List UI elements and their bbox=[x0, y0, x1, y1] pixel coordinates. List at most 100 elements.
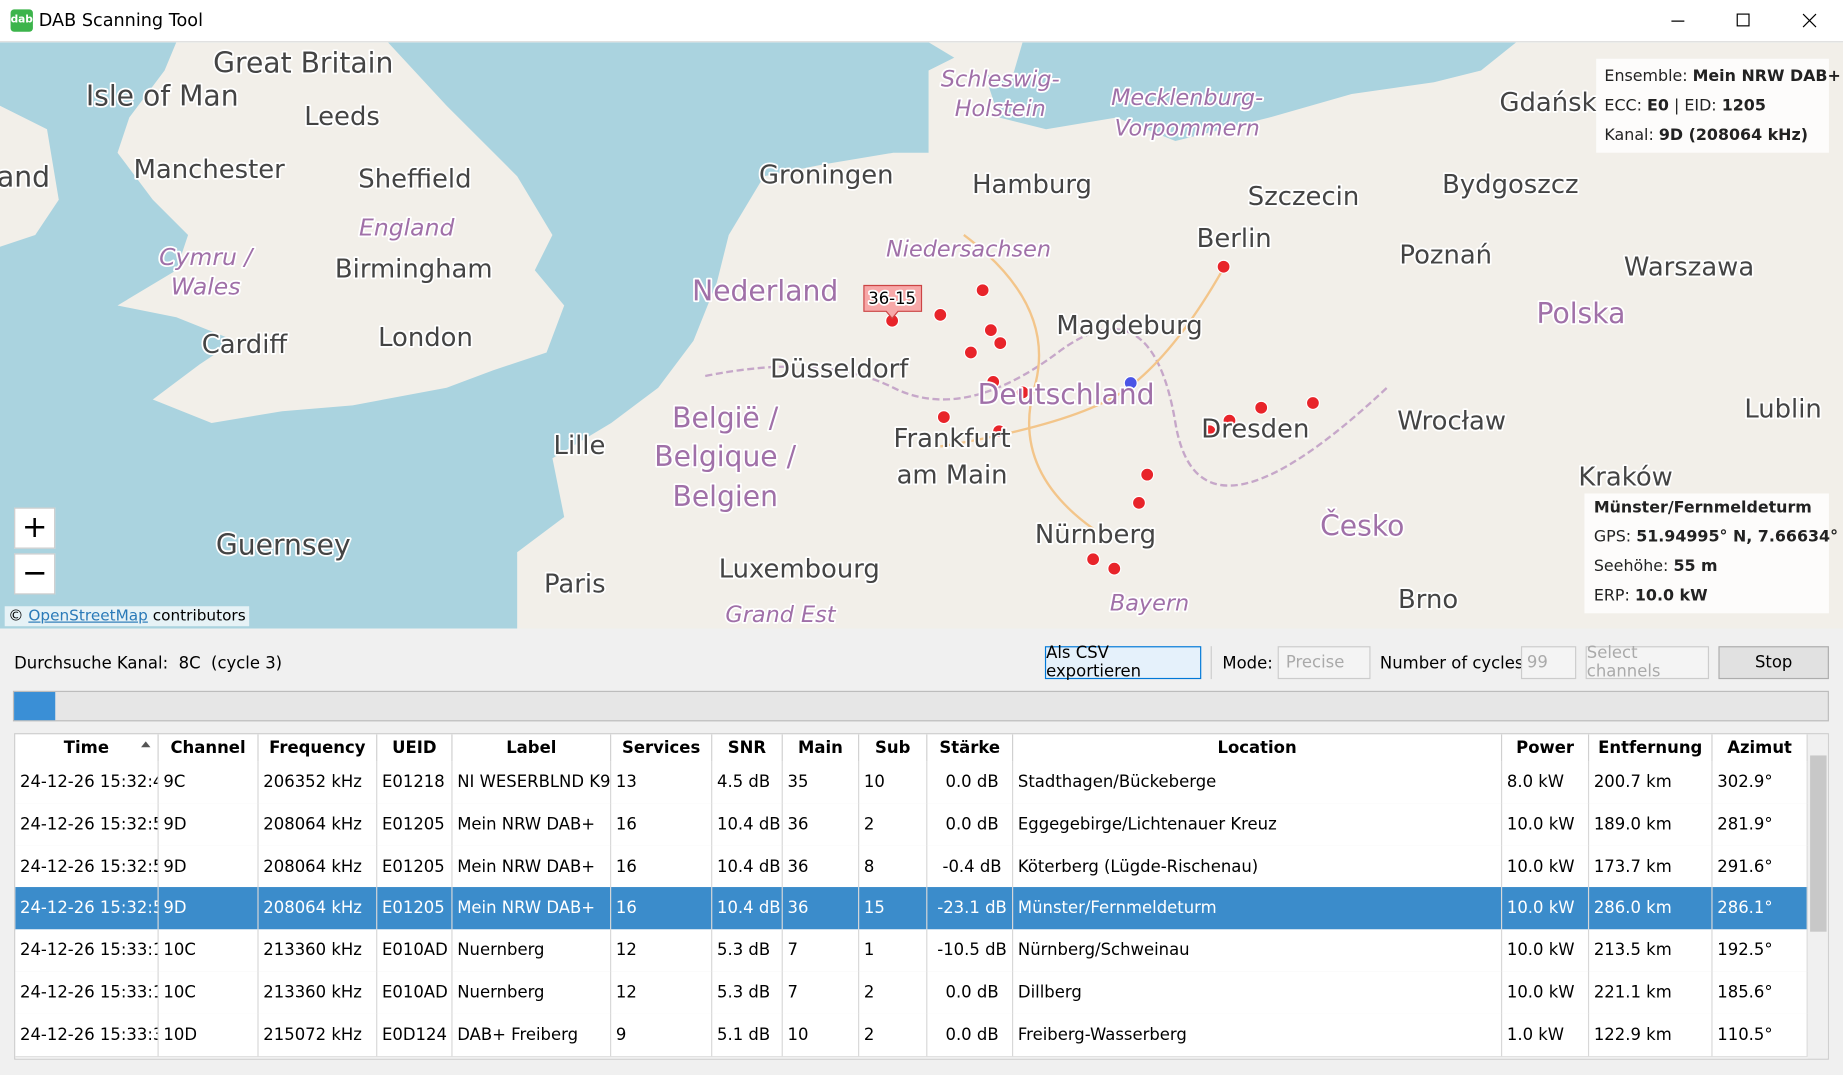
column-header[interactable]: SNR bbox=[712, 734, 783, 762]
map-label: Manchester bbox=[134, 155, 286, 185]
transmitter-dot[interactable] bbox=[984, 324, 997, 337]
transmitter-dot[interactable] bbox=[964, 346, 977, 359]
column-header[interactable]: UEID bbox=[377, 734, 452, 762]
table-cell: NI WESERBLND K9C bbox=[453, 761, 612, 803]
transmitter-dot[interactable] bbox=[1108, 562, 1121, 575]
table-cell: 2 bbox=[859, 972, 927, 1014]
map-label: Magdeburg bbox=[1056, 311, 1202, 341]
table-cell: E01205 bbox=[377, 845, 452, 887]
transmitter-dot[interactable] bbox=[1255, 401, 1268, 414]
table-cell: 10C bbox=[159, 972, 259, 1014]
close[interactable] bbox=[1803, 14, 1816, 27]
table-cell: 24-12-26 15:33:19 bbox=[15, 930, 158, 972]
value: 10.0 kW bbox=[1635, 586, 1708, 605]
attribution: © OpenStreetMap contributors bbox=[5, 606, 250, 626]
transmitter-dot[interactable] bbox=[976, 284, 989, 297]
table-cell: 9D bbox=[159, 888, 259, 930]
table-cell: Mein NRW DAB+ bbox=[453, 845, 612, 887]
column-header[interactable]: Azimut bbox=[1713, 734, 1808, 762]
table-cell: 10D bbox=[159, 1014, 259, 1056]
map-label: Isle of Man bbox=[86, 80, 239, 113]
map-label: Cymru / bbox=[159, 243, 255, 271]
transmitter-dot[interactable] bbox=[1141, 468, 1154, 481]
table-cell: 12 bbox=[611, 972, 712, 1014]
map-label: Hamburg bbox=[972, 170, 1092, 200]
table-cell: 10.4 dB bbox=[712, 803, 783, 845]
map-label: Česko bbox=[1320, 509, 1404, 543]
table-cell: 2 bbox=[859, 803, 927, 845]
window-controls[interactable] bbox=[1646, 0, 1843, 41]
table-cell: 10.0 kW bbox=[1502, 930, 1589, 972]
transmitter-dot[interactable] bbox=[994, 337, 1007, 350]
map-label: Mecklenburg- bbox=[1111, 85, 1263, 111]
table-cell: 9 bbox=[611, 1014, 712, 1056]
transmitter-dot[interactable] bbox=[937, 411, 950, 424]
attribution-prefix: © bbox=[8, 607, 23, 625]
table-cell: 10 bbox=[783, 1014, 859, 1056]
column-header[interactable]: Time bbox=[15, 734, 158, 762]
maximize[interactable] bbox=[1737, 14, 1749, 26]
column-header[interactable]: Power bbox=[1502, 734, 1589, 762]
results-table: TimeChannelFrequencyUEIDLabelServicesSNR… bbox=[14, 733, 1829, 1060]
map-label: Belgien bbox=[672, 480, 777, 513]
column-header[interactable]: Frequency bbox=[259, 734, 378, 762]
map-label: Schleswig- bbox=[941, 66, 1060, 92]
column-header[interactable]: Stärke bbox=[927, 734, 1013, 762]
table-cell: 16 bbox=[611, 845, 712, 887]
progress-chunk bbox=[14, 692, 55, 720]
table-cell: 185.6° bbox=[1713, 972, 1808, 1014]
column-header[interactable]: Channel bbox=[159, 734, 259, 762]
table-cell: 7 bbox=[783, 972, 859, 1014]
title-bar: dab DAB Scanning Tool bbox=[0, 0, 1843, 42]
table-cell: Nuernberg bbox=[453, 930, 612, 972]
table-cell: 189.0 km bbox=[1589, 803, 1712, 845]
table-cell: 10.4 dB bbox=[712, 845, 783, 887]
table-cell: 15 bbox=[859, 888, 927, 930]
table-cell: 208064 kHz bbox=[259, 845, 378, 887]
column-header[interactable]: Entfernung bbox=[1589, 734, 1712, 762]
label: GPS: bbox=[1594, 528, 1631, 547]
column-header[interactable]: Location bbox=[1013, 734, 1502, 762]
table-cell: 10C bbox=[159, 930, 259, 972]
map[interactable]: Great BritainIsle of ManLeedsManchesterS… bbox=[0, 42, 1843, 628]
table-cell: 9C bbox=[159, 761, 259, 803]
transmitter-dot[interactable] bbox=[934, 308, 947, 321]
attribution-link[interactable]: OpenStreetMap bbox=[28, 607, 148, 625]
erp-line: ERP: 10.0 kW bbox=[1594, 582, 1820, 611]
value: 55 m bbox=[1673, 557, 1717, 576]
map-label: Bayern bbox=[1110, 590, 1189, 616]
label: Ensemble: bbox=[1604, 67, 1687, 86]
table-cell: -10.5 dB bbox=[927, 930, 1013, 972]
map-label: Holstein bbox=[955, 96, 1046, 122]
table-cell: 173.7 km bbox=[1589, 845, 1712, 887]
column-header[interactable]: Main bbox=[783, 734, 859, 762]
transmitter-dot[interactable] bbox=[1306, 397, 1319, 410]
zoom-out[interactable]: − bbox=[14, 553, 55, 594]
table-cell: 286.1° bbox=[1713, 888, 1808, 930]
map-label: Wales bbox=[171, 272, 241, 300]
transmitter-dot[interactable] bbox=[1087, 553, 1100, 566]
map-label: Groningen bbox=[759, 161, 894, 191]
map-label: Niedersachsen bbox=[886, 237, 1051, 263]
export-button[interactable]: Als CSV exportieren bbox=[1045, 646, 1201, 679]
map-label: Lublin bbox=[1744, 395, 1821, 425]
stop-button[interactable]: Stop bbox=[1718, 646, 1828, 679]
select-channels-button: Select channels bbox=[1586, 646, 1709, 679]
column-header[interactable]: Sub bbox=[859, 734, 927, 762]
marker-label: 36-15 bbox=[868, 289, 916, 308]
column-header[interactable]: Services bbox=[611, 734, 712, 762]
transmitter-dot[interactable] bbox=[1132, 496, 1145, 509]
table-cell: 16 bbox=[611, 803, 712, 845]
table-cell: 302.9° bbox=[1713, 761, 1808, 803]
table-cell: E01205 bbox=[377, 888, 452, 930]
column-header[interactable]: Label bbox=[453, 734, 612, 762]
map-label: Leeds bbox=[304, 102, 380, 132]
map-label: Bydgoszcz bbox=[1442, 170, 1578, 200]
station-name: Münster/Fernmeldeturm bbox=[1594, 493, 1820, 522]
table-cell: 0.0 dB bbox=[927, 972, 1013, 1014]
table-cell: DAB+ Freiberg bbox=[453, 1014, 612, 1056]
table-cell: 36 bbox=[783, 803, 859, 845]
zoom-in[interactable]: + bbox=[14, 508, 55, 549]
transmitter-dot[interactable] bbox=[1217, 260, 1230, 273]
map-tiles[interactable]: Great BritainIsle of ManLeedsManchesterS… bbox=[0, 42, 1843, 628]
